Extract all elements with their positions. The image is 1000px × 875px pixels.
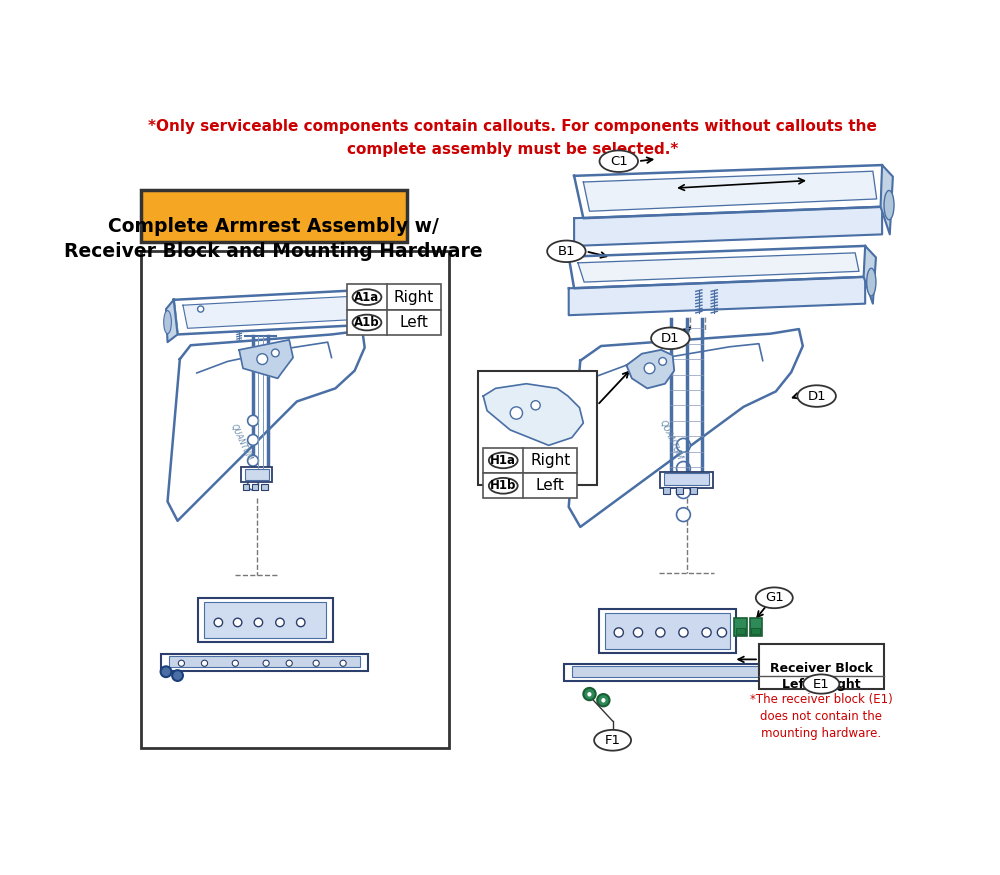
Text: Left: Left <box>536 479 565 494</box>
Text: Right: Right <box>530 453 570 468</box>
Bar <box>347 284 441 310</box>
Bar <box>605 613 730 648</box>
Polygon shape <box>881 165 893 234</box>
Text: *Only serviceable components contain callouts. For components without callouts t: *Only serviceable components contain cal… <box>148 119 877 134</box>
Text: ●: ● <box>587 691 592 696</box>
Polygon shape <box>174 290 372 334</box>
Bar <box>252 484 258 490</box>
Ellipse shape <box>803 675 839 694</box>
Circle shape <box>286 660 292 667</box>
Text: B1: B1 <box>558 245 575 258</box>
Text: *The receiver block (E1)
does not contain the
mounting hardware.: *The receiver block (E1) does not contai… <box>750 692 893 739</box>
Text: H1b: H1b <box>490 480 516 493</box>
Polygon shape <box>583 172 877 211</box>
Bar <box>660 472 713 488</box>
Text: Right: Right <box>394 290 434 304</box>
Circle shape <box>597 694 610 706</box>
Bar <box>198 598 333 642</box>
Bar <box>663 487 670 493</box>
Circle shape <box>614 628 623 637</box>
Circle shape <box>178 660 184 667</box>
Ellipse shape <box>547 241 586 262</box>
Polygon shape <box>239 340 293 378</box>
Circle shape <box>679 628 688 637</box>
Circle shape <box>248 480 258 490</box>
Bar <box>564 664 784 681</box>
Circle shape <box>248 416 258 426</box>
Polygon shape <box>166 300 178 342</box>
Circle shape <box>677 461 690 475</box>
Circle shape <box>201 660 208 667</box>
Circle shape <box>644 363 655 374</box>
Bar <box>245 469 269 480</box>
Bar <box>243 484 249 490</box>
Circle shape <box>702 628 711 637</box>
Bar <box>736 628 745 634</box>
Polygon shape <box>578 253 859 282</box>
Ellipse shape <box>797 385 836 407</box>
Ellipse shape <box>884 191 894 220</box>
Text: H1a: H1a <box>490 454 516 467</box>
Bar <box>161 654 368 671</box>
Polygon shape <box>569 246 869 288</box>
Bar <box>483 448 577 473</box>
Text: C1: C1 <box>610 155 628 168</box>
Polygon shape <box>626 350 674 388</box>
FancyBboxPatch shape <box>478 371 597 485</box>
Circle shape <box>656 628 665 637</box>
Circle shape <box>254 619 263 626</box>
Text: E1: E1 <box>813 677 830 690</box>
Bar <box>750 618 762 636</box>
Bar <box>734 618 747 636</box>
Bar <box>664 473 709 486</box>
Ellipse shape <box>489 452 518 468</box>
Bar <box>572 667 776 677</box>
Circle shape <box>583 688 596 700</box>
Ellipse shape <box>756 587 793 608</box>
Text: D1: D1 <box>807 389 826 402</box>
Ellipse shape <box>867 269 876 296</box>
Circle shape <box>276 619 284 626</box>
FancyBboxPatch shape <box>141 190 407 242</box>
Ellipse shape <box>600 150 638 172</box>
Circle shape <box>232 660 238 667</box>
Polygon shape <box>864 246 876 304</box>
Polygon shape <box>574 206 882 246</box>
Bar <box>169 656 360 667</box>
Polygon shape <box>574 165 886 218</box>
Circle shape <box>248 455 258 466</box>
Bar <box>483 473 577 499</box>
Text: G1: G1 <box>765 592 784 605</box>
Circle shape <box>340 660 346 667</box>
Circle shape <box>161 667 171 677</box>
Bar <box>261 484 268 490</box>
Circle shape <box>198 306 204 312</box>
Circle shape <box>271 349 279 357</box>
Text: Left: Left <box>400 315 428 330</box>
Polygon shape <box>483 384 583 445</box>
Ellipse shape <box>651 327 690 349</box>
Text: complete assembly must be selected.*: complete assembly must be selected.* <box>347 142 678 157</box>
Bar <box>676 487 683 493</box>
Polygon shape <box>168 331 365 521</box>
FancyBboxPatch shape <box>759 644 884 689</box>
Circle shape <box>313 660 319 667</box>
Circle shape <box>248 435 258 445</box>
Circle shape <box>172 670 183 681</box>
Ellipse shape <box>594 730 631 751</box>
Circle shape <box>677 438 690 452</box>
Text: F1: F1 <box>605 734 621 746</box>
Bar <box>599 609 736 654</box>
Bar <box>204 602 326 638</box>
Circle shape <box>717 628 727 637</box>
Text: A1a: A1a <box>354 290 380 304</box>
FancyBboxPatch shape <box>141 251 449 748</box>
Ellipse shape <box>164 311 171 333</box>
Circle shape <box>263 660 269 667</box>
Bar <box>690 487 697 493</box>
Text: ●: ● <box>601 697 606 703</box>
Circle shape <box>297 619 305 626</box>
Text: Receiver Block
Left / Right: Receiver Block Left / Right <box>770 662 873 690</box>
Ellipse shape <box>353 290 381 305</box>
Bar <box>241 467 272 482</box>
